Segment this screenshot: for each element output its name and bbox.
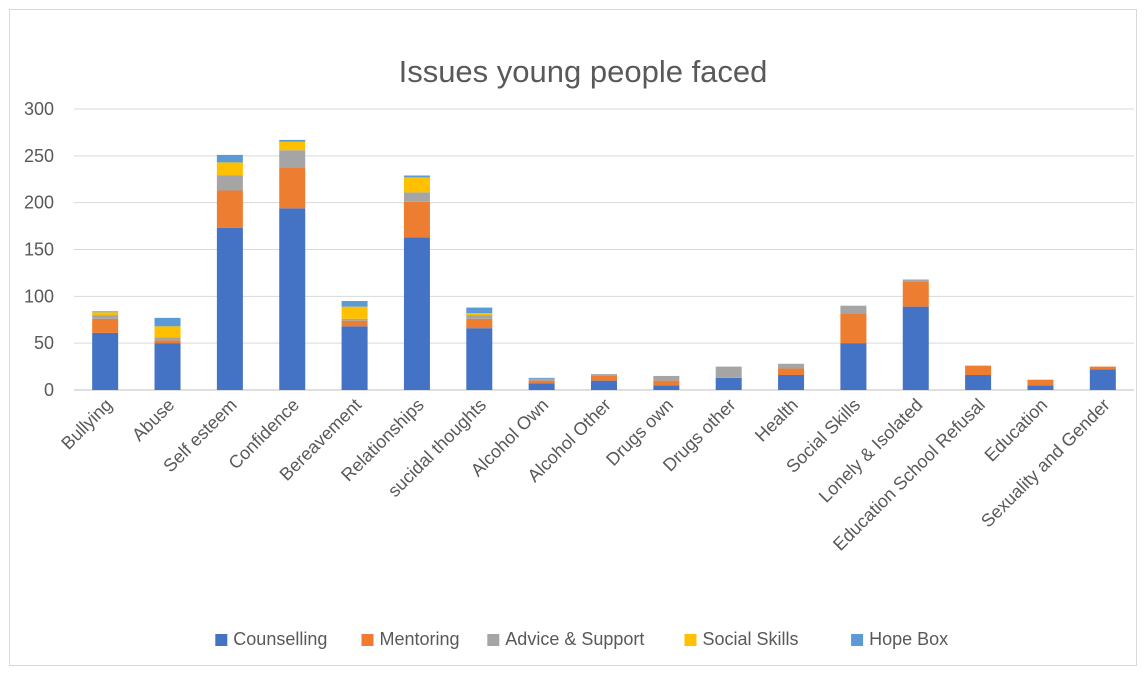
legend-swatch [361,634,374,646]
bar-segment [403,192,430,202]
x-tick-label: Abuse [128,395,178,445]
bar-segment [840,305,867,314]
bar-segment [216,227,243,390]
bar-segment [778,375,805,390]
legend-swatch [215,634,228,646]
bar-segment [902,306,929,390]
legend-swatch [487,634,500,646]
bar-segment [154,317,181,327]
legend-label: Mentoring [380,629,460,649]
y-tick-label: 200 [24,193,54,213]
bar-segment [341,320,368,327]
bar-segment [840,343,867,390]
legend: Counselling Mentoring Advice & Support Soci… [215,629,948,649]
bar-segment [466,313,493,316]
bar-segment [403,201,430,238]
bar-segment [279,141,306,151]
bar-segment [279,139,306,142]
stacked-bar-chart: Issues young people faced 0 50 100 150 200 25… [24,54,1134,649]
bar-segment [902,281,929,307]
bar-segment [653,375,680,381]
bar-segment [715,377,742,390]
bar-segment [528,377,555,379]
bar-segment [216,175,243,191]
legend-swatch [851,634,864,646]
bar-segment [653,385,680,390]
bar-segment [902,279,929,282]
bar-segment [778,363,805,369]
bar-segment [92,318,119,333]
bar-segment [653,380,680,386]
chart-title: Issues young people faced [399,54,768,89]
legend-swatch [684,634,697,646]
bar-segment [279,208,306,390]
bar-segment [965,375,992,390]
legend-label: Counselling [233,629,327,649]
bar-segment [1027,385,1054,390]
y-tick-label: 100 [24,286,54,306]
x-tick-label: Lonely & Isolated [815,395,927,507]
bar-segment [466,315,493,319]
bar-segment [403,175,430,178]
bar-segment [466,318,493,329]
bar-segment [92,311,119,313]
bar-segment [715,366,742,378]
bar-segment [1027,379,1054,386]
y-tick-label: 0 [44,380,54,400]
bar-segment [528,378,555,381]
y-axis: 0 50 100 150 200 250 300 [24,99,54,400]
bar-segment [1089,366,1116,370]
bar-segment [403,237,430,390]
bar-segment [341,318,368,321]
bar-segment [154,340,181,344]
bar-segment [279,168,306,209]
legend-label: Hope Box [869,629,948,649]
bar-segment [279,150,306,169]
bar-segment [341,306,368,319]
gridlines [74,108,1134,391]
bar-segment [965,365,992,376]
bar-segment [840,313,867,344]
bar-segment [591,374,617,376]
bar-segment [154,337,181,341]
y-tick-label: 150 [24,240,54,260]
bar-segment [216,162,243,176]
bar-segment [92,312,119,316]
bar-segment [591,375,617,381]
x-tick-label: Bullying [57,395,116,454]
bar-segment [778,368,805,376]
bar-segment [341,301,368,307]
bar-segment [403,177,430,193]
bar-segment [92,315,119,319]
y-tick-label: 50 [34,333,54,353]
y-tick-label: 300 [24,99,54,119]
bar-segment [591,380,617,390]
bar-segment [92,332,119,390]
legend-label: Social Skills [703,629,799,649]
bar-segment [528,383,555,390]
bar-segment [216,190,243,228]
bars [92,139,1116,390]
bar-segment [216,154,243,163]
bar-segment [466,328,493,390]
legend-label: Advice & Support [505,629,644,649]
y-tick-label: 250 [24,146,54,166]
bar-segment [466,307,493,314]
bar-segment [528,380,555,384]
bar-segment [154,343,181,390]
x-tick-label: Sexuality and Gender [977,395,1114,532]
x-tick-label: Health [751,395,802,446]
chart-frame: Issues young people faced 0 50 100 150 200 25… [9,9,1137,666]
bar-segment [341,326,368,390]
bar-segment [154,326,181,338]
bar-segment [1089,369,1116,390]
